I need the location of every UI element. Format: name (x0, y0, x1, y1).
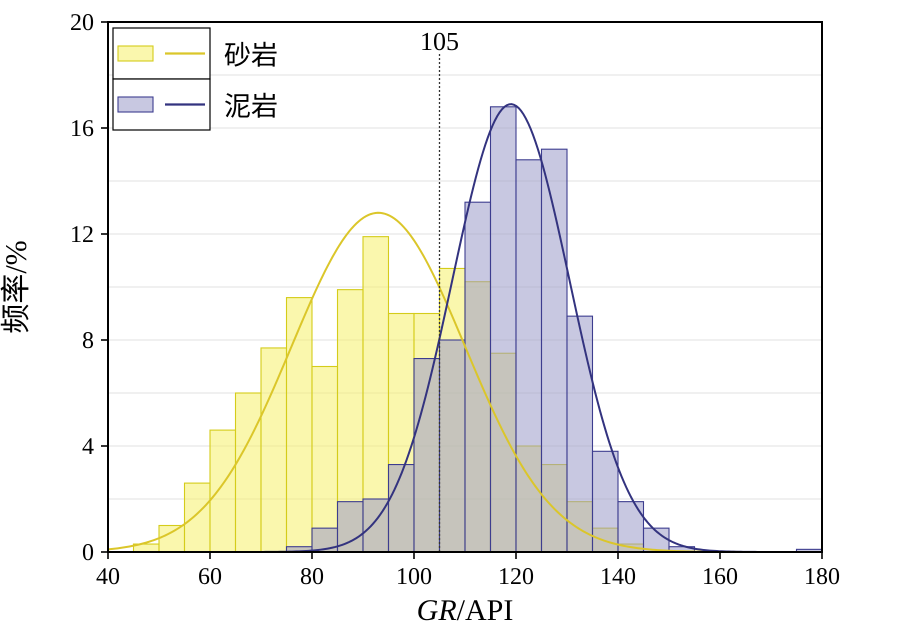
svg-text:180: 180 (804, 564, 840, 590)
svg-text:泥岩: 泥岩 (224, 92, 278, 122)
svg-text:120: 120 (498, 564, 534, 590)
svg-text:8: 8 (82, 328, 94, 354)
svg-text:140: 140 (600, 564, 636, 590)
svg-text:40: 40 (96, 564, 120, 590)
svg-text:80: 80 (300, 564, 324, 590)
svg-text:105: 105 (420, 27, 459, 56)
svg-text:0: 0 (82, 540, 94, 566)
svg-text:12: 12 (70, 222, 94, 248)
svg-text:GR/API: GR/API (417, 594, 514, 626)
svg-text:60: 60 (198, 564, 222, 590)
svg-text:频率/%: 频率/% (0, 240, 33, 333)
svg-text:20: 20 (70, 10, 94, 36)
svg-text:砂岩: 砂岩 (224, 41, 278, 71)
svg-text:160: 160 (702, 564, 738, 590)
svg-text:4: 4 (82, 434, 94, 460)
svg-text:100: 100 (396, 564, 432, 590)
svg-text:16: 16 (70, 116, 94, 142)
